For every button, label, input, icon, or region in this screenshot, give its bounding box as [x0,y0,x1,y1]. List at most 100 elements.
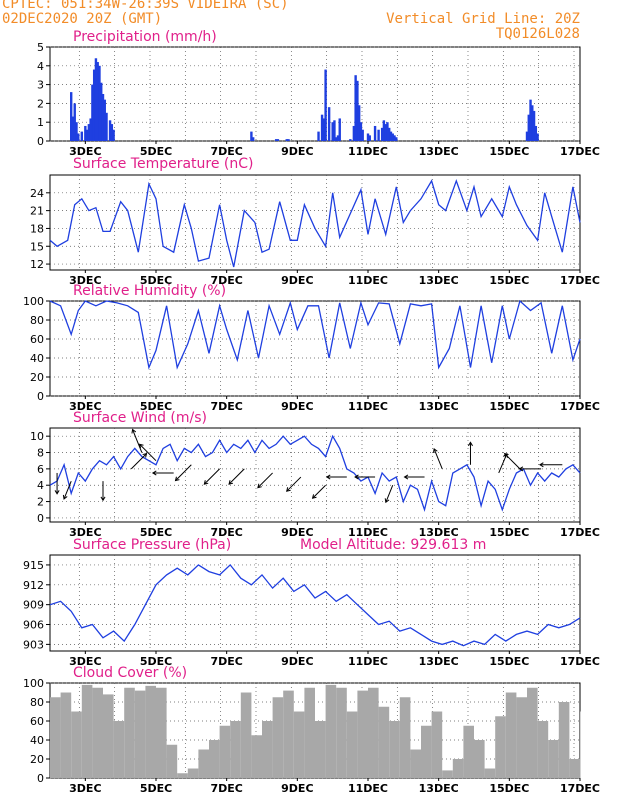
rh-xtick-label: 3DEC [69,400,101,413]
precip-bar [388,127,391,141]
cloud-bar [145,685,156,778]
precip-xtick-label: 13DEC [419,145,459,158]
cloud-xtick-label: 5DEC [140,782,172,795]
precip-bar [110,124,114,141]
pres-title: Surface Pressure (hPa) [73,537,231,553]
wind-xtick-label: 7DEC [210,526,242,539]
cloud-bar [505,692,517,778]
cloud-bar [410,749,421,778]
precip-ytick-label: 0 [37,135,44,148]
wind-arrow-head [131,428,137,434]
wind-arrow-head [228,480,234,485]
temp-xtick-label: 11DEC [348,274,388,287]
cloud-bar [240,692,252,778]
precip-bar [87,124,91,141]
cloud-bar [336,687,347,778]
precip-bar [105,112,108,141]
cloud-ytick-label: 100 [23,677,44,690]
cloud-bar [537,721,549,778]
wind-arrow [385,485,394,503]
cloud-bar [484,768,496,778]
precip-bar [331,122,334,141]
precip-bar [357,105,361,141]
cloud-bar [442,770,453,778]
precip-bar [377,129,380,141]
wind-arrow-head [311,494,317,499]
cloud-bar [134,690,146,778]
pres-frame [49,554,581,652]
temp-xtick-label: 13DEC [419,274,459,287]
cloud-bar [569,759,580,778]
pres-xtick-label: 3DEC [69,655,101,668]
cloud-title: Cloud Cover (%) [73,665,187,681]
pres-ytick-label: 912 [23,579,44,592]
precip-bar [368,135,371,141]
rh-xtick-label: 11DEC [348,400,388,413]
cloud-bar [378,706,390,778]
precip-bar [361,129,364,141]
precip-bar [250,131,253,141]
wind-arrow-head [54,490,60,495]
precip-bar [356,80,359,141]
cloud-bar [113,721,125,778]
wind-arrow-head [286,487,291,492]
rh-xtick-label: 17DEC [560,400,600,413]
precip-xtick-label: 5DEC [140,145,172,158]
rh-ytick-label: 60 [30,333,44,346]
precip-bar [84,125,87,141]
wind-arrow-head [138,443,144,449]
precip-bar [276,139,280,141]
pres-ytick-label: 909 [23,599,44,612]
precip-ytick-label: 3 [37,79,44,92]
cloud-bar [293,711,305,778]
rh-ytick-label: 20 [30,371,44,384]
cloud-bar [580,711,581,778]
grid-note-label: Vertical Grid Line: 20Z [386,11,580,27]
pres-ytick-label: 903 [23,638,44,651]
rh-ytick-label: 100 [23,295,44,308]
cloud-bar [463,725,474,778]
precip-bar [320,114,324,141]
precip-ytick-label: 1 [37,116,44,129]
precip-xtick-label: 3DEC [69,145,101,158]
cloud-xtick-label: 15DEC [489,782,529,795]
rh-title: Relative Humidity (%) [73,283,226,299]
precip-bar [366,133,370,141]
precip-bar [359,122,363,141]
pres-xtick-label: 15DEC [489,655,529,668]
cloud-xtick-label: 11DEC [348,782,388,795]
cloud-bar [558,702,570,778]
temp-xtick-label: 15DEC [489,274,529,287]
cloud-bar [262,721,273,778]
cloud-bar [421,725,432,778]
cloud-bar [548,740,559,778]
temp-ytick-label: 12 [30,258,44,271]
cloud-xtick-label: 3DEC [69,782,101,795]
precip-bar [75,122,78,141]
rh-ytick-label: 80 [30,314,44,327]
precip-bar [333,120,336,141]
cloud-bar [81,684,93,778]
temp-series-line [49,178,581,268]
station-header: CPTEC: 051:34W-26:39S VIDEIRA (SC) [2,0,289,12]
cloud-bar [156,687,167,778]
temp-ytick-label: 15 [30,240,44,253]
wind-arrow-head [203,480,209,485]
rh-series-line [49,299,581,370]
precip-bar [91,84,94,141]
precip-bar [395,137,398,141]
precip-bar [96,62,99,141]
precip-frame [49,46,581,142]
precip-bar [527,114,530,141]
cloud-bar [325,684,337,778]
pres-xtick-label: 5DEC [140,655,172,668]
precip-bar [80,131,83,141]
wind-arrow-head [538,462,544,468]
rh-xtick-label: 5DEC [140,400,172,413]
precip-bar [100,82,103,141]
model-id-label: TQ0126L028 [495,26,580,42]
wind-ytick-label: 4 [37,479,44,492]
precip-bar [335,137,338,141]
wind-arrow-head [174,476,180,482]
